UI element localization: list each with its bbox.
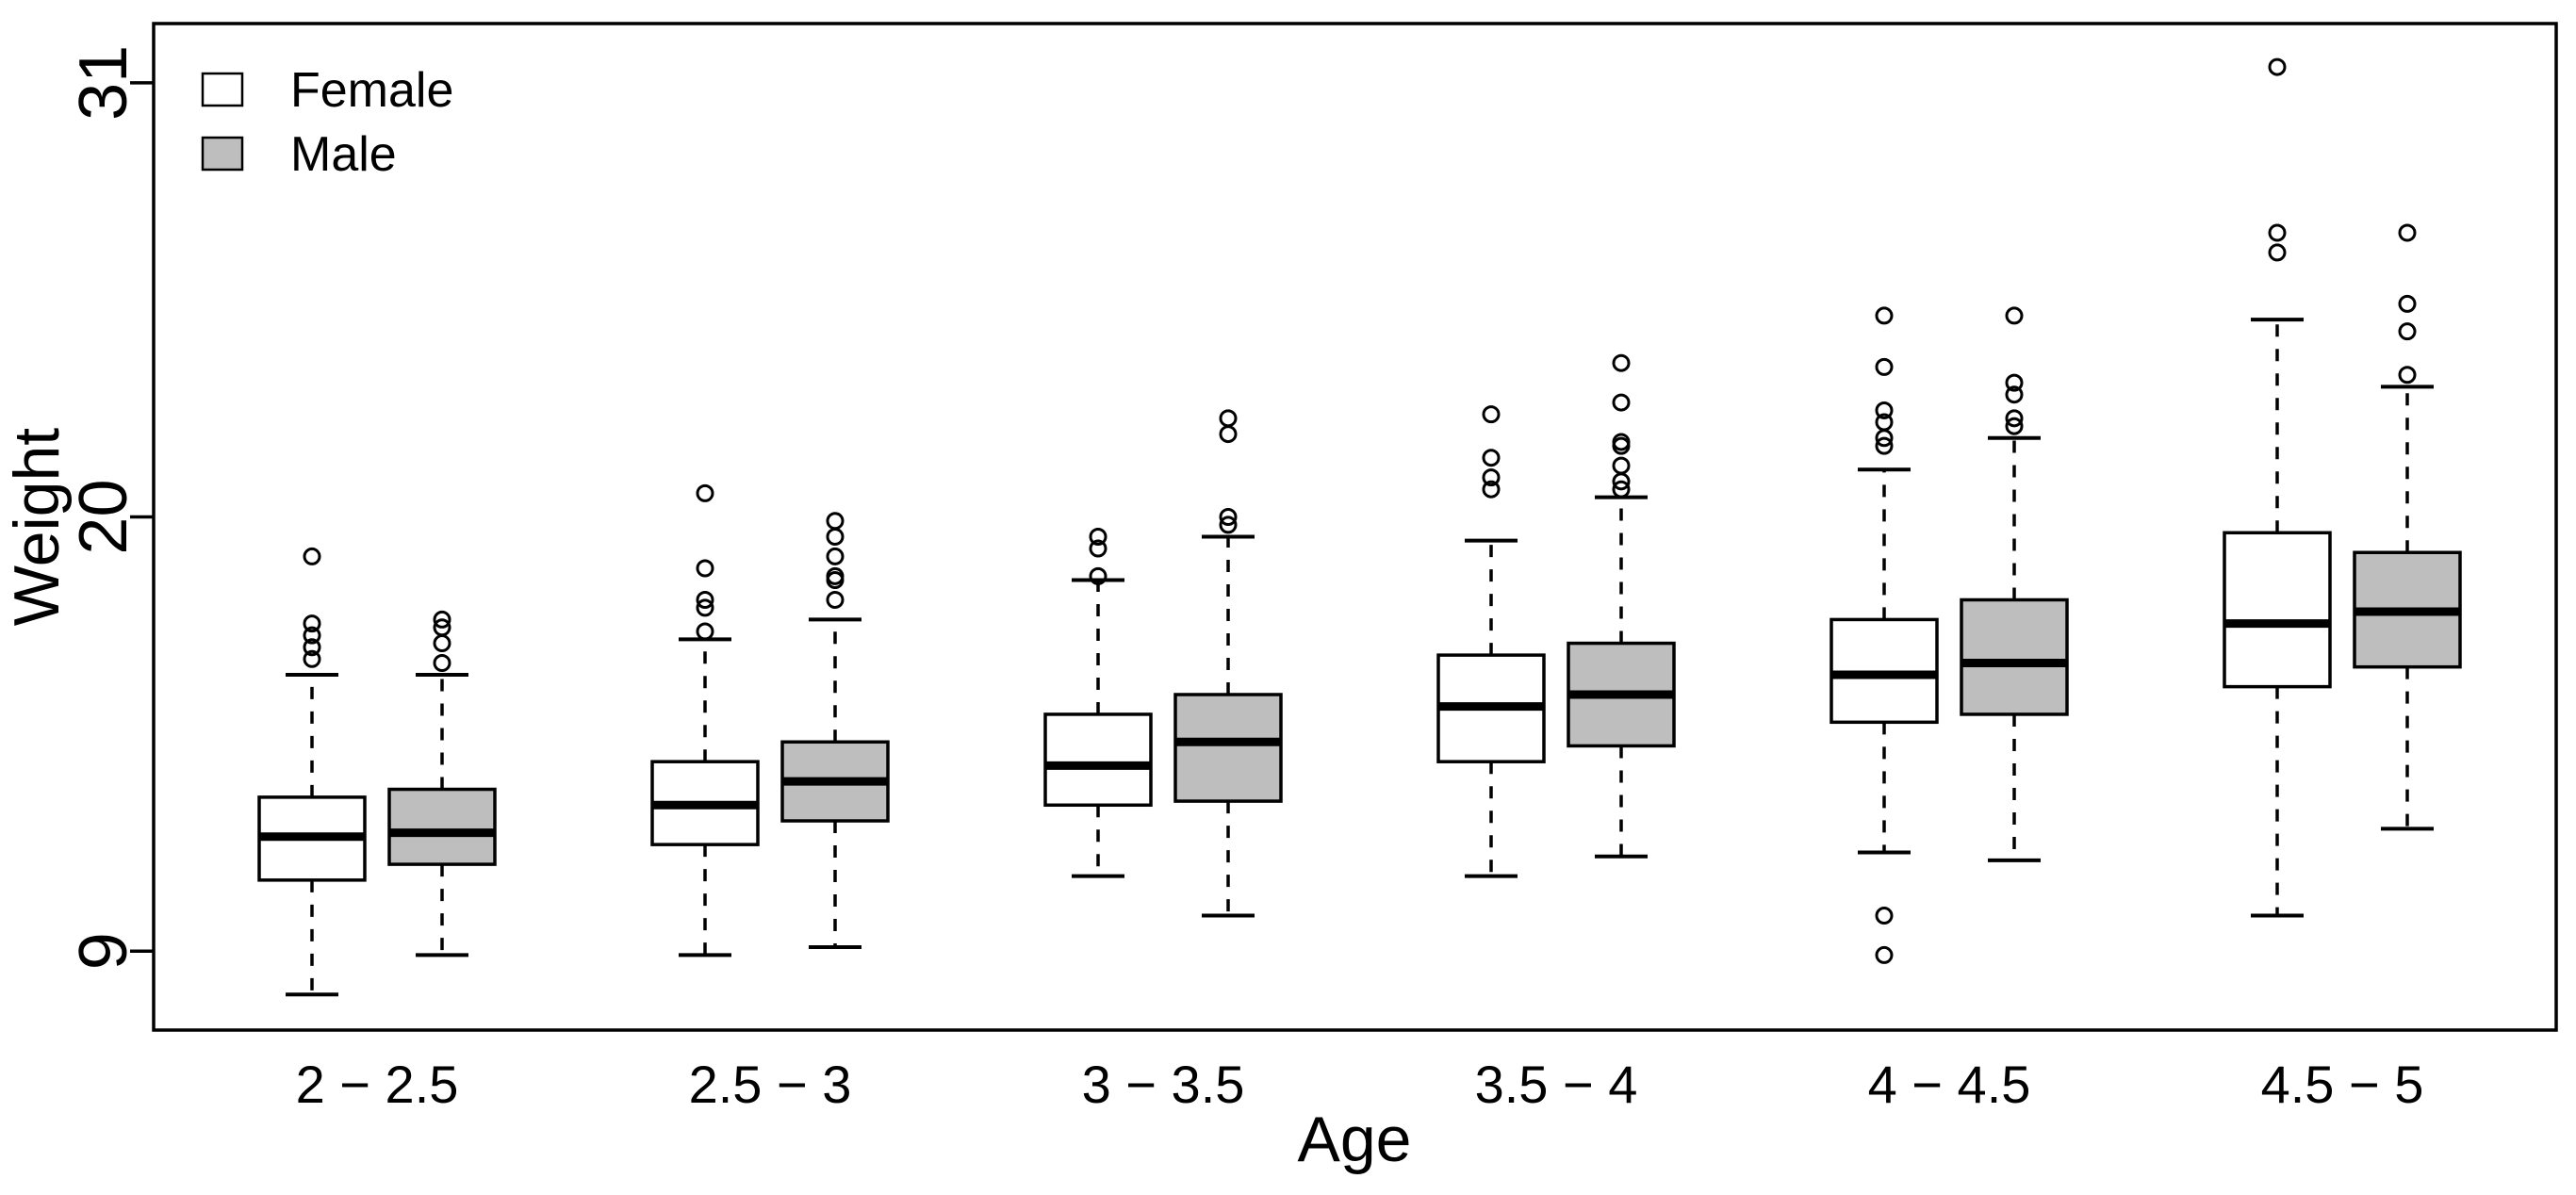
outlier-point — [1875, 401, 1894, 419]
boxplot-male-group1 — [387, 610, 497, 958]
boxplot-female-group2 — [650, 483, 760, 958]
outlier-point — [1875, 907, 1894, 925]
boxplot-female-group6 — [2223, 57, 2332, 918]
iqr-box — [387, 787, 497, 866]
outlier-point — [303, 547, 321, 565]
outlier-point — [1612, 433, 1631, 451]
legend-swatch-male — [201, 136, 244, 172]
outlier-point — [1219, 516, 1238, 534]
x-axis-tick-labels: 2 − 2.5 2.5 − 3 3 − 3.5 3.5 − 4 4 − 4.5 4.5 −… — [296, 1055, 2424, 1114]
legend: Female Male — [201, 63, 453, 182]
x-tick-label-4: 3.5 − 4 — [1475, 1055, 1638, 1114]
boxplot-male-group2 — [780, 512, 890, 950]
outlier-point — [433, 634, 451, 653]
outlier-point — [1089, 539, 1108, 558]
outlier-point — [1482, 468, 1501, 487]
outlier-point — [433, 610, 451, 629]
outlier-point — [1612, 353, 1631, 372]
plot-frame — [152, 22, 2558, 1032]
outlier-point — [433, 618, 451, 637]
outlier-point — [2398, 294, 2417, 313]
outlier-point — [2398, 223, 2417, 242]
outlier-point — [696, 590, 714, 609]
y-axis-ticks: 9 20 31 — [66, 45, 154, 970]
outlier-point — [1219, 425, 1238, 444]
x-tick-label-3: 3 − 3.5 — [1082, 1055, 1245, 1114]
outlier-point — [1482, 449, 1501, 467]
outlier-point — [826, 527, 845, 546]
iqr-box — [2223, 531, 2332, 689]
outlier-point — [2268, 223, 2287, 242]
outlier-point — [696, 483, 714, 502]
outlier-point — [826, 512, 845, 531]
boxplot-boxes — [257, 57, 2462, 997]
outlier-point — [1875, 945, 1894, 964]
outlier-point — [2268, 57, 2287, 76]
outlier-point — [2005, 306, 2024, 325]
outlier-point — [2398, 366, 2417, 385]
boxplot-female-group1 — [257, 547, 367, 997]
x-axis-title: Age — [1298, 1104, 1412, 1175]
iqr-box — [1960, 598, 2069, 716]
outlier-point — [1875, 306, 1894, 325]
y-tick-label-20: 20 — [66, 479, 141, 554]
outlier-point — [2268, 243, 2287, 262]
boxplot-male-group4 — [1567, 353, 1676, 859]
outlier-point — [696, 598, 714, 617]
outlier-point — [1875, 357, 1894, 376]
outlier-point — [303, 626, 321, 645]
y-axis-title: Weight — [1, 428, 73, 627]
outlier-point — [696, 559, 714, 578]
boxplot-female-group4 — [1436, 405, 1546, 878]
x-tick-label-1: 2 − 2.5 — [296, 1055, 459, 1114]
outlier-point — [1219, 508, 1238, 527]
outlier-point — [2398, 322, 2417, 341]
legend-label-male: Male — [290, 127, 397, 182]
outlier-point — [826, 566, 845, 585]
boxplot-male-group3 — [1173, 409, 1283, 918]
boxplot-female-group5 — [1829, 306, 1939, 964]
outlier-point — [1875, 436, 1894, 455]
legend-swatch-female — [201, 72, 244, 107]
outlier-point — [2005, 373, 2024, 392]
outlier-point — [2005, 417, 2024, 435]
outlier-point — [1089, 527, 1108, 546]
outlier-point — [1612, 393, 1631, 412]
x-tick-label-2: 2.5 − 3 — [689, 1055, 852, 1114]
boxplot-male-group6 — [2353, 223, 2462, 831]
outlier-point — [303, 649, 321, 668]
outlier-point — [303, 614, 321, 633]
y-tick-label-9: 9 — [66, 932, 141, 970]
outlier-point — [826, 590, 845, 609]
y-tick-label-31: 31 — [66, 45, 141, 121]
outlier-point — [1219, 409, 1238, 428]
outlier-point — [1482, 480, 1501, 499]
outlier-point — [1875, 413, 1894, 432]
boxplot-female-group3 — [1043, 527, 1153, 878]
outlier-point — [2005, 409, 2024, 428]
outlier-point — [2005, 385, 2024, 404]
outlier-point — [1089, 566, 1108, 585]
outlier-point — [1482, 405, 1501, 424]
x-tick-label-5: 4 − 4.5 — [1868, 1055, 2031, 1114]
iqr-box — [1173, 693, 1283, 803]
x-tick-label-6: 4.5 − 5 — [2261, 1055, 2424, 1114]
outlier-point — [696, 622, 714, 641]
iqr-box — [1043, 712, 1153, 808]
outlier-point — [433, 653, 451, 672]
outlier-point — [826, 547, 845, 565]
outlier-point — [1612, 456, 1631, 475]
outlier-point — [1612, 480, 1631, 499]
outlier-point — [303, 638, 321, 657]
legend-label-female: Female — [290, 63, 453, 118]
boxplot-male-group5 — [1960, 306, 2069, 862]
